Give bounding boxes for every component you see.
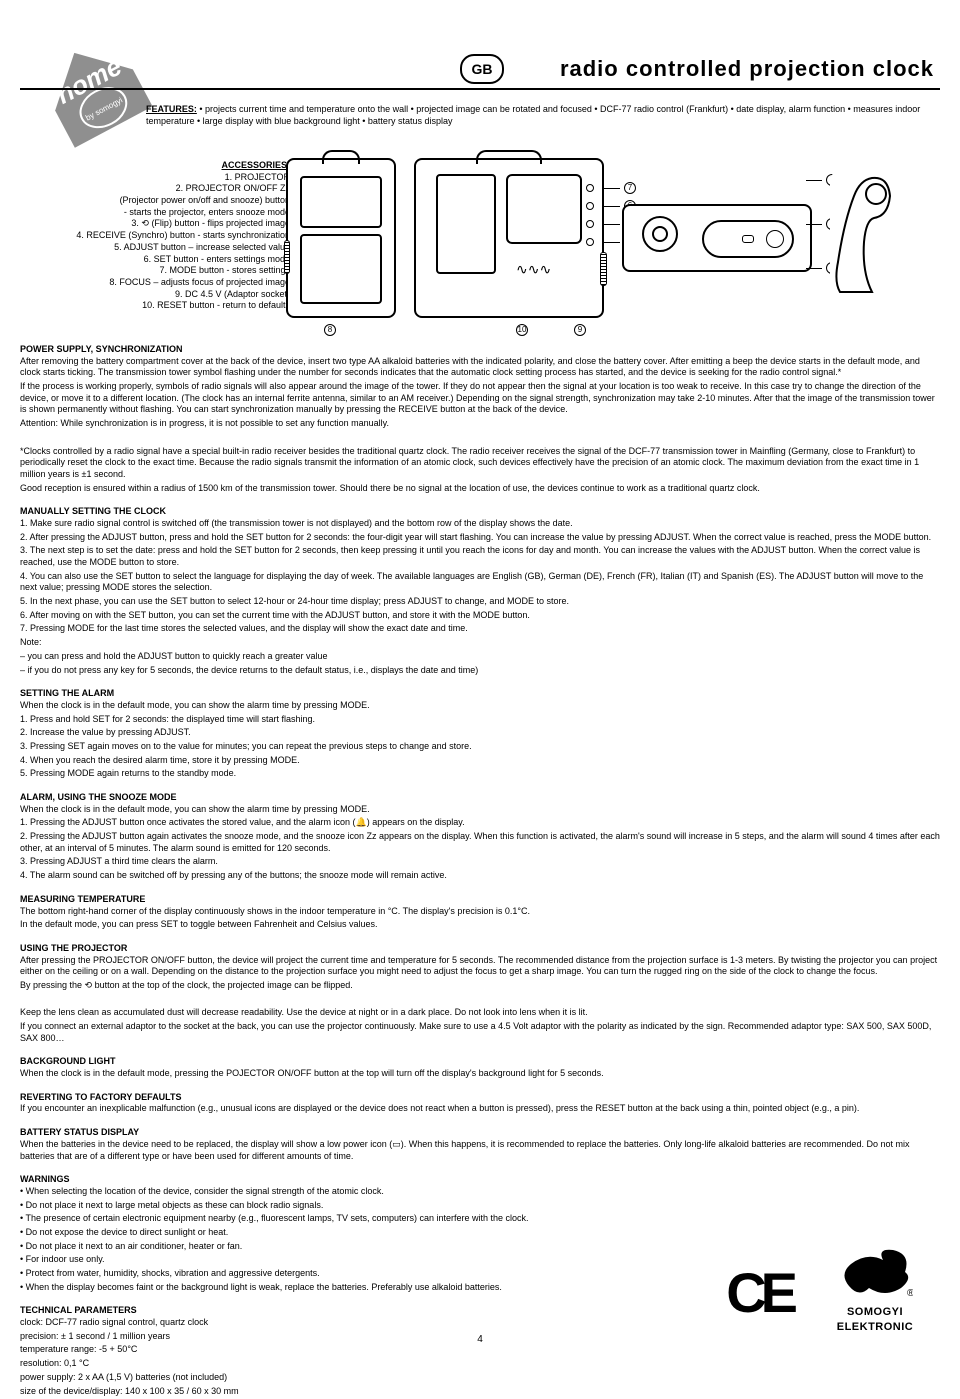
body-paragraph: 3. Pressing ADJUST a third time clears t… xyxy=(20,856,940,868)
accessories-heading: ACCESSORIES: xyxy=(20,160,290,172)
section-heading: REVERTING TO FACTORY DEFAULTS xyxy=(20,1092,940,1104)
body-paragraph: power supply: 2 x AA (1,5 V) batteries (… xyxy=(20,1372,940,1384)
body-paragraph: When the clock is in the default mode, p… xyxy=(20,1068,940,1080)
body-paragraph: 4. You can also use the SET button to se… xyxy=(20,571,940,594)
body-paragraph: • Do not expose the device to direct sun… xyxy=(20,1227,940,1239)
body-paragraph: • When the display becomes faint or the … xyxy=(20,1282,940,1294)
body-paragraph: Note: xyxy=(20,637,940,649)
accessory-line: 7. MODE button - stores settings xyxy=(20,265,290,277)
body-paragraph: – if you do not press any key for 5 seco… xyxy=(20,665,940,677)
body-paragraph: Keep the lens clean as accumulated dust … xyxy=(20,1007,940,1019)
body-paragraph: 1. Press and hold SET for 2 seconds: the… xyxy=(20,714,940,726)
body-paragraph: Attention: While synchronization is in p… xyxy=(20,418,940,430)
brand-footer-name: SOMOGYI ELEKTRONIC xyxy=(810,1305,940,1334)
section-heading: MEASURING TEMPERATURE xyxy=(20,894,940,906)
body-paragraph: 4. When you reach the desired alarm time… xyxy=(20,755,940,767)
accessories-section: ACCESSORIES: 1. PROJECTOR 2. PROJECTOR O… xyxy=(20,160,290,312)
body-paragraph xyxy=(20,432,940,444)
body-paragraph: clock: DCF-77 radio signal control, quar… xyxy=(20,1317,940,1329)
device-side-view xyxy=(830,172,900,302)
body-paragraph: 7. Pressing MODE for the last time store… xyxy=(20,623,940,635)
body-paragraph: When the batteries in the device need to… xyxy=(20,1139,940,1162)
page-header: GB radio controlled projection clock xyxy=(20,50,940,90)
body-paragraph: By pressing the ⟲ button at the top of t… xyxy=(20,980,940,992)
page-number: 4 xyxy=(0,1333,960,1346)
body-paragraph: If the process is working properly, symb… xyxy=(20,381,940,416)
body-paragraph: resolution: 0,1 °C xyxy=(20,1358,940,1370)
body-paragraph: If you connect an external adaptor to th… xyxy=(20,1021,940,1044)
body-paragraph: • The presence of certain electronic equ… xyxy=(20,1213,940,1225)
section-heading: BACKGROUND LIGHT xyxy=(20,1056,940,1068)
body-paragraph: Good reception is ensured within a radiu… xyxy=(20,483,940,495)
language-badge: GB xyxy=(460,54,504,84)
body-paragraph: – you can press and hold the ADJUST butt… xyxy=(20,651,940,663)
body-paragraph: When the clock is in the default mode, y… xyxy=(20,804,940,816)
accessory-line: 4. RECEIVE (Synchro) button - starts syn… xyxy=(20,230,290,242)
body-paragraph: If you encounter an inexplicable malfunc… xyxy=(20,1103,940,1115)
body-paragraph: • For indoor use only. xyxy=(20,1254,940,1266)
features-body: • projects current time and temperature … xyxy=(146,104,920,126)
body-paragraph: 2. Increase the value by pressing ADJUST… xyxy=(20,727,940,739)
accessory-line: 9. DC 4.5 V (Adaptor socket) xyxy=(20,289,290,301)
brand-footer-icon: ® xyxy=(837,1244,913,1300)
accessory-line: 3. ⟲ (Flip) button - flips projected ima… xyxy=(20,218,290,230)
section-heading: MANUALLY SETTING THE CLOCK xyxy=(20,506,940,518)
body-paragraph: 5. Pressing MODE again returns to the st… xyxy=(20,768,940,780)
brand-logo: home by somogyi xyxy=(24,20,164,160)
device-diagrams: 8 ∿∿∿ 7 6 5 4 10 9 1 2 xyxy=(286,158,942,340)
section-heading: ALARM, USING THE SNOOZE MODE xyxy=(20,792,940,804)
section-heading: BATTERY STATUS DISPLAY xyxy=(20,1127,940,1139)
page-title: radio controlled projection clock xyxy=(560,55,934,84)
accessory-line: 8. FOCUS – adjusts focus of projected im… xyxy=(20,277,290,289)
body-paragraph: 2. After pressing the ADJUST button, pre… xyxy=(20,532,940,544)
body-paragraph: 1. Pressing the ADJUST button once activ… xyxy=(20,817,940,829)
body-paragraph: size of the device/display: 140 x 100 x … xyxy=(20,1386,940,1398)
body-paragraph: 5. In the next phase, you can use the SE… xyxy=(20,596,940,608)
body-paragraph: • Protect from water, humidity, shocks, … xyxy=(20,1268,940,1280)
body-paragraph: After pressing the PROJECTOR ON/OFF butt… xyxy=(20,955,940,978)
body-paragraph: The bottom right-hand corner of the disp… xyxy=(20,906,940,918)
body-paragraph: 1. Make sure radio signal control is swi… xyxy=(20,518,940,530)
device-front-view: 8 xyxy=(286,158,396,318)
body-paragraph: After removing the battery compartment c… xyxy=(20,356,940,379)
brand-footer: ® SOMOGYI ELEKTRONIC xyxy=(810,1244,940,1334)
ce-mark-icon: CE xyxy=(726,1257,792,1330)
accessory-line: 6. SET button - enters settings mode xyxy=(20,254,290,266)
body-paragraph: 4. The alarm sound can be switched off b… xyxy=(20,870,940,882)
body-paragraph: temperature range: -5 + 50°C xyxy=(20,1344,940,1356)
body-paragraph: • Do not place it next to an air conditi… xyxy=(20,1241,940,1253)
accessory-line: 1. PROJECTOR xyxy=(20,172,290,184)
body-paragraph xyxy=(20,994,940,1006)
device-back-view: ∿∿∿ 7 6 5 4 10 9 xyxy=(414,158,604,318)
device-top-view xyxy=(622,204,812,272)
body-paragraph: In the default mode, you can press SET t… xyxy=(20,919,940,931)
features-section: FEATURES: • projects current time and te… xyxy=(146,104,940,127)
body-paragraph: 3. The next step is to set the date: pre… xyxy=(20,545,940,568)
body-paragraph: • When selecting the location of the dev… xyxy=(20,1186,940,1198)
accessory-line: 10. RESET button - return to defaults xyxy=(20,300,290,312)
body-paragraph: 3. Pressing SET again moves on to the va… xyxy=(20,741,940,753)
accessory-line: 5. ADJUST button – increase selected val… xyxy=(20,242,290,254)
body-paragraph: • Do not place it next to large metal ob… xyxy=(20,1200,940,1212)
section-heading: USING THE PROJECTOR xyxy=(20,943,940,955)
svg-text:®: ® xyxy=(907,1288,913,1299)
body-paragraph: 6. After moving on with the SET button, … xyxy=(20,610,940,622)
section-heading: POWER SUPPLY, SYNCHRONIZATION xyxy=(20,344,940,356)
accessory-line: 2. PROJECTOR ON/OFF Zz xyxy=(20,183,290,195)
accessory-line: - starts the projector, enters snooze mo… xyxy=(20,207,290,219)
section-heading: SETTING THE ALARM xyxy=(20,688,940,700)
body-paragraph: 2. Pressing the ADJUST button again acti… xyxy=(20,831,940,854)
section-heading: TECHNICAL PARAMETERS xyxy=(20,1305,940,1317)
body-paragraph: When the clock is in the default mode, y… xyxy=(20,700,940,712)
accessory-line: (Projector power on/off and snooze) butt… xyxy=(20,195,290,207)
body-paragraph: *Clocks controlled by a radio signal hav… xyxy=(20,446,940,481)
section-heading: WARNINGS xyxy=(20,1174,940,1186)
features-heading: FEATURES: xyxy=(146,104,197,114)
manual-body: POWER SUPPLY, SYNCHRONIZATIONAfter remov… xyxy=(20,332,940,1399)
